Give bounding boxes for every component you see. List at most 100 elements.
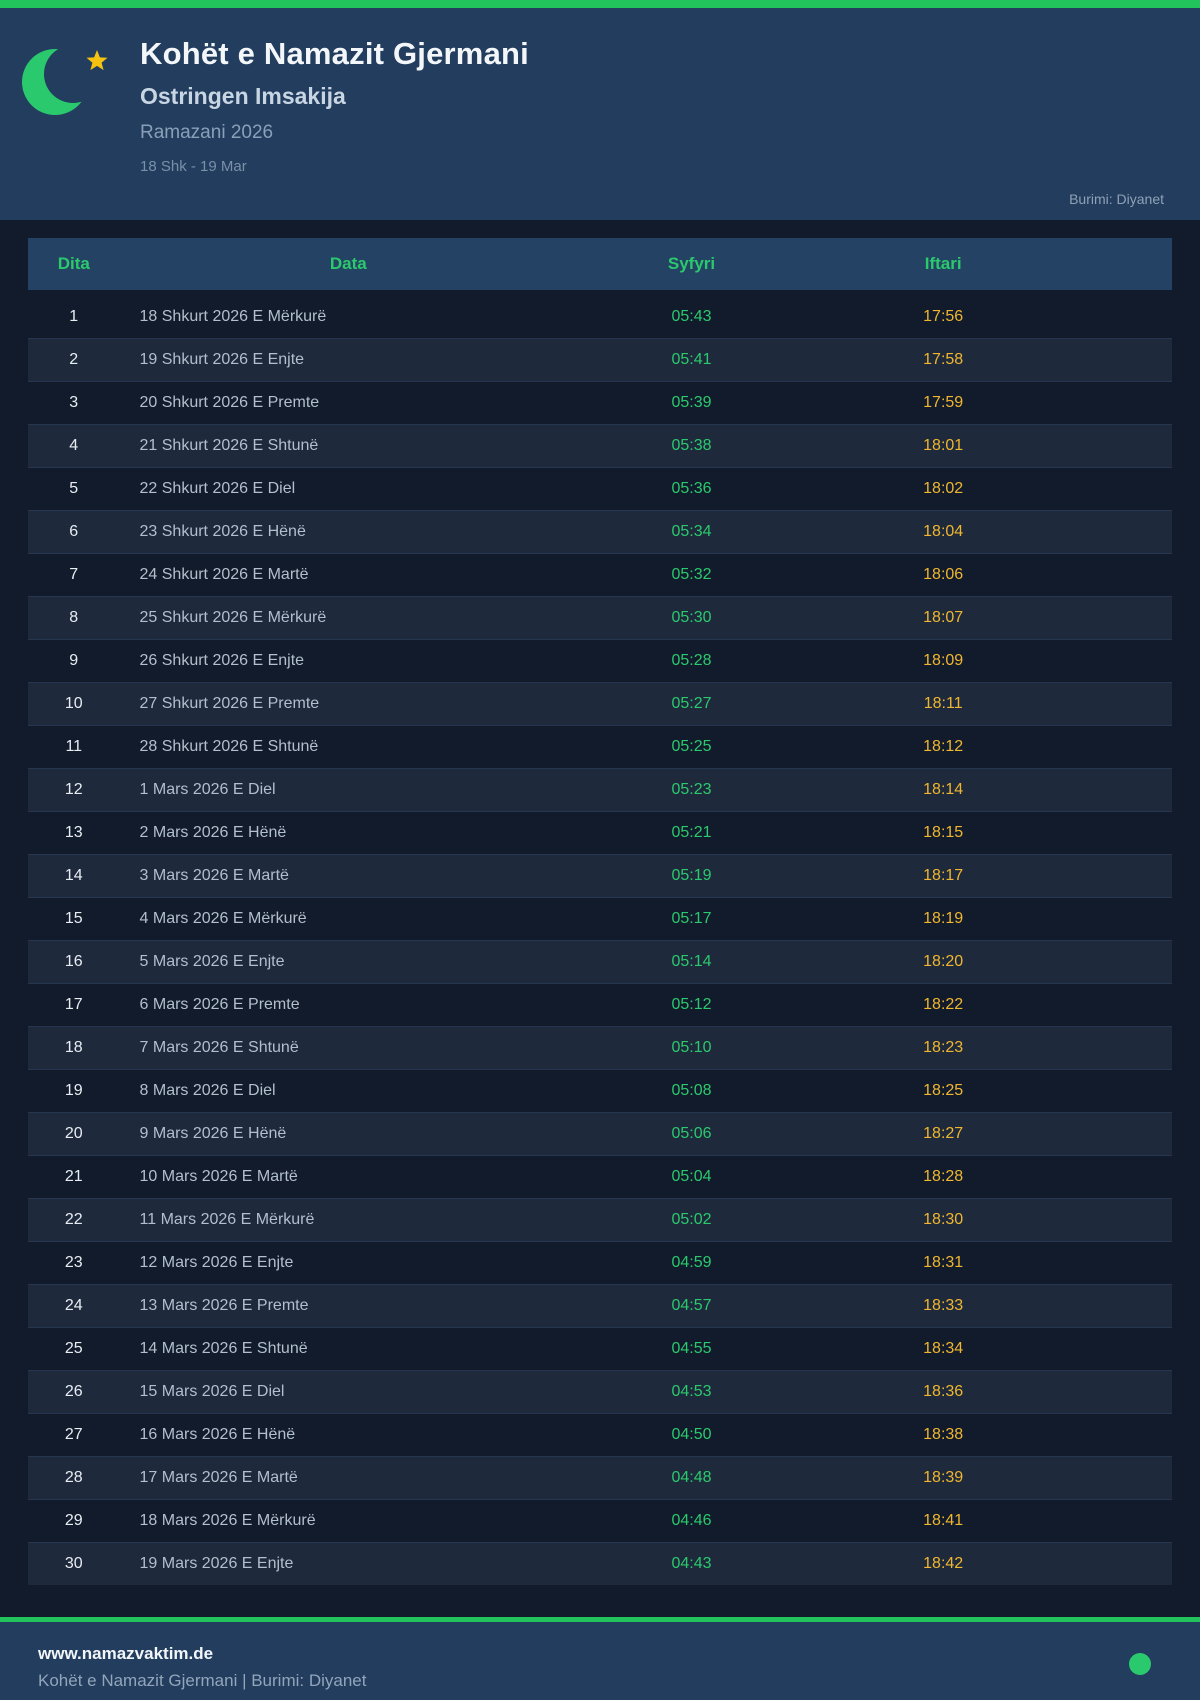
table-row: 12 1 Mars 2026 E Diel 05:23 18:14 — [28, 768, 1172, 811]
date-cell: 14 Mars 2026 E Shtunë — [139, 1340, 308, 1357]
crescent-moon-icon — [14, 36, 124, 128]
day-cell: 28 — [64, 1469, 83, 1486]
day-cell: 19 — [64, 1082, 83, 1099]
day-cell: 20 — [64, 1125, 83, 1142]
syfyri-time-cell: 05:10 — [671, 1039, 712, 1056]
day-cell: 27 — [64, 1426, 83, 1443]
iftari-time-cell: 18:42 — [923, 1555, 964, 1572]
iftari-time-cell: 18:17 — [923, 867, 964, 884]
column-header-iftari: Iftari — [924, 254, 962, 273]
syfyri-time-cell: 05:34 — [671, 523, 712, 540]
day-cell: 5 — [69, 480, 79, 497]
table-row: 9 26 Shkurt 2026 E Enjte 05:28 18:09 — [28, 639, 1172, 682]
syfyri-time-cell: 05:12 — [671, 996, 712, 1013]
status-dot[interactable] — [1129, 1653, 1151, 1675]
date-cell: 25 Shkurt 2026 E Mërkurë — [139, 609, 327, 626]
day-cell: 9 — [69, 652, 79, 669]
iftari-time-cell: 18:22 — [923, 996, 964, 1013]
syfyri-time-cell: 05:06 — [671, 1125, 712, 1142]
syfyri-time-cell: 05:30 — [671, 609, 712, 626]
iftari-time-cell: 18:36 — [923, 1383, 964, 1400]
season-label: Ramazani 2026 — [140, 122, 274, 143]
day-cell: 16 — [64, 953, 83, 970]
table-row: 10 27 Shkurt 2026 E Premte 05:27 18:11 — [28, 682, 1172, 725]
date-cell: 21 Shkurt 2026 E Shtunë — [139, 437, 319, 454]
day-cell: 14 — [64, 867, 83, 884]
iftari-time-cell: 18:41 — [923, 1512, 964, 1529]
iftari-time-cell: 18:31 — [923, 1254, 964, 1271]
date-cell: 11 Mars 2026 E Mërkurë — [139, 1211, 315, 1228]
syfyri-time-cell: 05:25 — [671, 738, 712, 755]
day-cell: 22 — [64, 1211, 83, 1228]
syfyri-time-cell: 05:19 — [671, 867, 712, 884]
column-header-syfyri: Syfyri — [667, 254, 716, 273]
table-body: 1 18 Shkurt 2026 E Mërkurë 05:43 17:56 2 19 S… — [28, 295, 1172, 1585]
date-cell: 18 Shkurt 2026 E Mërkurë — [139, 307, 327, 325]
date-cell: 7 Mars 2026 E Shtunë — [139, 1039, 299, 1056]
date-cell: 24 Shkurt 2026 E Martë — [139, 566, 309, 583]
syfyri-time-cell: 04:57 — [671, 1297, 712, 1314]
date-cell: 4 Mars 2026 E Mërkurë — [139, 910, 307, 927]
syfyri-time-cell: 05:14 — [671, 953, 712, 970]
column-header-dita: Dita — [57, 254, 90, 273]
iftari-time-cell: 18:20 — [923, 953, 964, 970]
iftari-time-cell: 17:56 — [923, 307, 964, 325]
table-row: 25 14 Mars 2026 E Shtunë 04:55 18:34 — [28, 1327, 1172, 1370]
syfyri-time-cell: 05:28 — [671, 652, 712, 669]
iftari-time-cell: 18:19 — [923, 910, 964, 927]
syfyri-time-cell: 05:21 — [671, 824, 712, 841]
date-cell: 5 Mars 2026 E Enjte — [139, 953, 285, 970]
date-cell: 13 Mars 2026 E Premte — [139, 1297, 309, 1314]
day-cell: 12 — [64, 781, 83, 798]
table-row: 24 13 Mars 2026 E Premte 04:57 18:33 — [28, 1284, 1172, 1327]
syfyri-time-cell: 05:08 — [671, 1082, 712, 1099]
day-cell: 15 — [64, 910, 83, 927]
iftari-time-cell: 18:34 — [923, 1340, 964, 1357]
iftari-time-cell: 18:09 — [923, 652, 964, 669]
syfyri-time-cell: 04:46 — [671, 1512, 712, 1529]
table-row: 8 25 Shkurt 2026 E Mërkurë 05:30 18:07 — [28, 596, 1172, 639]
date-cell: 26 Shkurt 2026 E Enjte — [139, 652, 305, 669]
iftari-time-cell: 18:28 — [923, 1168, 964, 1185]
iftari-time-cell: 18:30 — [923, 1211, 964, 1228]
syfyri-time-cell: 05:04 — [671, 1168, 712, 1185]
table-row: 27 16 Mars 2026 E Hënë 04:50 18:38 — [28, 1413, 1172, 1456]
column-header-data: Data — [329, 254, 367, 273]
iftari-time-cell: 18:33 — [923, 1297, 964, 1314]
website-link[interactable]: www.namazvaktim.de — [38, 1644, 214, 1663]
table-row: 3 20 Shkurt 2026 E Premte 05:39 17:59 — [28, 381, 1172, 424]
syfyri-time-cell: 05:36 — [671, 480, 712, 497]
table-row: 16 5 Mars 2026 E Enjte 05:14 18:20 — [28, 940, 1172, 983]
table-row: 26 15 Mars 2026 E Diel 04:53 18:36 — [28, 1370, 1172, 1413]
date-cell: 20 Shkurt 2026 E Premte — [139, 394, 320, 411]
iftari-time-cell: 18:27 — [923, 1125, 964, 1142]
syfyri-time-cell: 05:23 — [671, 781, 712, 798]
day-cell: 17 — [64, 996, 83, 1013]
day-cell: 11 — [65, 738, 83, 755]
table-row: 15 4 Mars 2026 E Mërkurë 05:17 18:19 — [28, 897, 1172, 940]
table-row: 30 19 Mars 2026 E Enjte 04:43 18:42 — [28, 1542, 1172, 1585]
day-cell: 3 — [69, 394, 79, 411]
date-cell: 23 Shkurt 2026 E Hënë — [139, 523, 306, 540]
syfyri-time-cell: 05:39 — [671, 394, 712, 411]
date-cell: 22 Shkurt 2026 E Diel — [139, 480, 296, 497]
syfyri-time-cell: 04:48 — [671, 1469, 712, 1486]
syfyri-time-cell: 04:59 — [671, 1254, 712, 1271]
date-cell: 27 Shkurt 2026 E Premte — [139, 695, 320, 712]
table-row: 5 22 Shkurt 2026 E Diel 05:36 18:02 — [28, 467, 1172, 510]
table-row: 6 23 Shkurt 2026 E Hënë 05:34 18:04 — [28, 510, 1172, 553]
table-row: 18 7 Mars 2026 E Shtunë 05:10 18:23 — [28, 1026, 1172, 1069]
page-header: Kohët e Namazit Gjermani Ostringen Imsak… — [0, 8, 1200, 220]
day-cell: 13 — [64, 824, 83, 841]
day-cell: 7 — [69, 566, 79, 583]
source-label: Burimi: Diyanet — [1069, 191, 1164, 207]
date-cell: 15 Mars 2026 E Diel — [139, 1383, 285, 1400]
day-cell: 24 — [64, 1297, 83, 1314]
syfyri-time-cell: 04:55 — [671, 1340, 712, 1357]
table-row: 14 3 Mars 2026 E Martë 05:19 18:17 — [28, 854, 1172, 897]
syfyri-time-cell: 05:38 — [671, 437, 712, 454]
day-cell: 4 — [69, 437, 79, 454]
table-row: 2 19 Shkurt 2026 E Enjte 05:41 17:58 — [28, 338, 1172, 381]
date-cell: 6 Mars 2026 E Premte — [139, 996, 300, 1013]
table-row: 19 8 Mars 2026 E Diel 05:08 18:25 — [28, 1069, 1172, 1112]
